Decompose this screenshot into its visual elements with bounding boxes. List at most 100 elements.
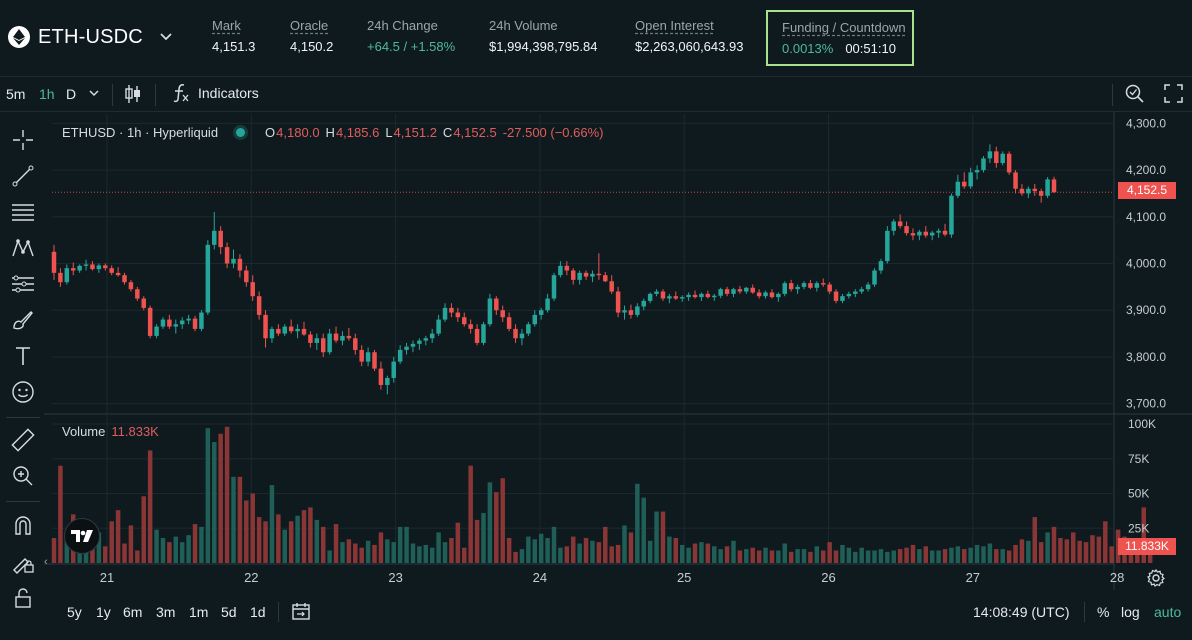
stat-value: 4,150.2: [290, 39, 334, 54]
volume-bar: [353, 543, 358, 563]
percent-toggle[interactable]: %: [1097, 604, 1110, 620]
emoji-icon[interactable]: [10, 379, 36, 405]
candle-body: [558, 265, 563, 276]
volume-bar: [256, 517, 262, 563]
volume-bar: [122, 543, 127, 563]
candle-body: [224, 247, 230, 264]
chevron-down-icon[interactable]: [159, 32, 173, 42]
volume-bar: [224, 426, 230, 563]
volume-bar: [519, 549, 525, 563]
candle-body: [141, 298, 146, 308]
volume-bar: [128, 525, 134, 563]
symbol-label: ETHUSD · 1h · Hyperliquid: [62, 125, 219, 140]
volume-bar: [109, 521, 114, 563]
market-header: ETH-USDC Mark 4,151.3 Oracle 4,150.2 24h…: [0, 0, 1192, 77]
indicators-button[interactable]: Indicators: [172, 83, 259, 103]
volume-bar: [744, 549, 749, 563]
candle-body: [288, 326, 294, 332]
candle-body: [872, 270, 877, 285]
fib-icon[interactable]: [10, 199, 36, 225]
volume-bar: [449, 537, 454, 563]
settings-gear-icon[interactable]: [1147, 569, 1165, 587]
candle-body: [750, 287, 755, 293]
lock-icon[interactable]: [10, 585, 36, 611]
stat-value: $1,994,398,795.84: [489, 39, 598, 54]
volume-bar: [250, 493, 255, 563]
range-1m[interactable]: 1m: [189, 604, 209, 620]
projection-icon[interactable]: [10, 271, 36, 297]
candle-body: [878, 261, 884, 271]
text-icon[interactable]: [10, 343, 36, 369]
tradingview-logo-icon[interactable]: [64, 518, 100, 554]
crosshair-icon[interactable]: [10, 127, 36, 153]
ruler-icon[interactable]: [10, 427, 36, 453]
candle-body: [981, 158, 986, 171]
toolbar-divider: [155, 84, 156, 106]
candle-body: [712, 295, 717, 298]
stat-label[interactable]: Oracle: [290, 18, 329, 33]
auto-toggle[interactable]: auto: [1154, 604, 1182, 620]
brush-icon[interactable]: [10, 307, 36, 333]
range-5y[interactable]: 5y: [67, 604, 82, 620]
volume-bar: [936, 550, 941, 563]
volume-bar: [564, 546, 570, 563]
range-3m[interactable]: 3m: [156, 604, 176, 620]
candle-body: [205, 244, 211, 313]
interval-5m[interactable]: 5m: [6, 86, 26, 102]
volume-bar: [385, 539, 390, 563]
chevron-left-icon[interactable]: ‹: [44, 556, 48, 568]
range-6m[interactable]: 6m: [123, 604, 143, 620]
candle-body: [686, 294, 691, 298]
stat-label[interactable]: Open Interest: [635, 18, 714, 33]
candle-body: [378, 368, 384, 385]
volume-bar: [718, 549, 723, 563]
funding-label[interactable]: Funding / Countdown: [782, 20, 906, 35]
calendar-goto-icon[interactable]: [291, 601, 311, 621]
candle-body: [385, 377, 390, 385]
range-1d[interactable]: 1d: [250, 604, 266, 620]
pattern-icon[interactable]: [10, 235, 36, 261]
interval-1h[interactable]: 1h: [39, 86, 55, 102]
range-bar: 5y 1y 6m 3m 1m 5d 1d 14:08:49 (UTC) % lo…: [44, 595, 1192, 629]
candle-body: [647, 293, 653, 301]
pair-selector[interactable]: ETH-USDC: [8, 22, 173, 52]
range-1y[interactable]: 1y: [96, 604, 111, 620]
volume-bar: [859, 547, 864, 563]
candles-icon[interactable]: [124, 83, 142, 105]
candle-body: [1051, 179, 1057, 193]
volume-bar: [667, 536, 672, 563]
range-divider: [278, 602, 279, 622]
candle-body: [744, 287, 749, 292]
volume-bar: [769, 550, 775, 563]
fullscreen-icon[interactable]: [1164, 84, 1183, 103]
volume-bar: [327, 550, 332, 563]
candle-body: [763, 292, 768, 297]
stat-label[interactable]: Mark: [212, 18, 241, 33]
volume-bar: [603, 526, 608, 563]
range-divider: [1084, 602, 1085, 622]
trendline-icon[interactable]: [10, 163, 36, 189]
candle-body: [897, 221, 903, 227]
candle-body: [353, 338, 358, 350]
log-toggle[interactable]: log: [1121, 604, 1140, 620]
interval-d[interactable]: D: [66, 86, 77, 102]
candle-body: [974, 170, 980, 173]
range-5d[interactable]: 5d: [221, 604, 237, 620]
candle-body: [756, 292, 762, 297]
lock-drawing-icon[interactable]: [10, 549, 36, 575]
chevron-down-icon[interactable]: [89, 89, 99, 97]
candle-body: [83, 264, 89, 266]
candle-body: [167, 319, 172, 327]
chart-toolbar: 5m 1h D Indicators: [0, 77, 1192, 112]
magnet-icon[interactable]: [10, 513, 36, 539]
candle-body: [429, 333, 435, 339]
volume-bar: [699, 542, 704, 563]
utc-clock[interactable]: 14:08:49 (UTC): [973, 604, 1070, 620]
candle-body: [628, 310, 634, 315]
quick-search-icon[interactable]: [1124, 83, 1146, 105]
stat-value: +64.5 / +1.58%: [367, 39, 456, 54]
price-tick-label: 3,700.0: [1126, 397, 1166, 411]
candle-body: [731, 289, 736, 294]
zoom-icon[interactable]: [10, 463, 36, 489]
candle-body: [917, 231, 922, 236]
